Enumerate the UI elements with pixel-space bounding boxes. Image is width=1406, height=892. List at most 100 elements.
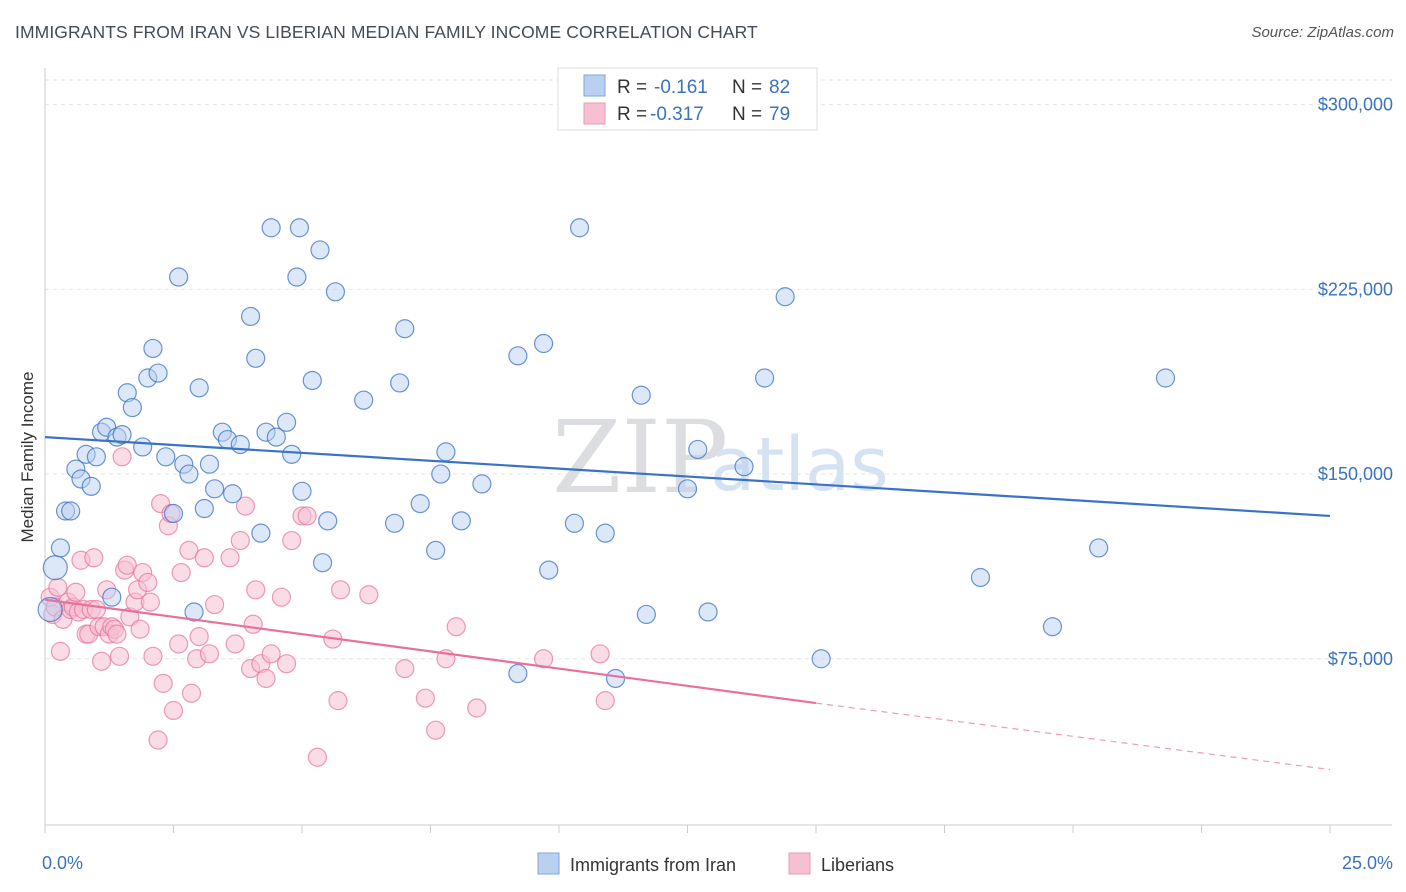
point-immigrants-from-iran [205, 479, 225, 499]
bottom-legend-swatch-pink [788, 852, 811, 875]
point-immigrants-from-iran [605, 668, 626, 689]
point-liberians [276, 654, 297, 674]
legend-r-label-pink: R = [617, 104, 647, 125]
point-liberians [199, 644, 220, 664]
trend-line-liberians [44, 598, 817, 705]
point-immigrants-from-iran [677, 479, 698, 499]
point-immigrants-from-iran [169, 267, 189, 287]
point-liberians [467, 698, 487, 718]
bottom-legend-label-blue: Immigrants from Iran [570, 855, 736, 875]
point-immigrants-from-iran [61, 501, 81, 521]
point-liberians [109, 646, 130, 666]
legend-r-label-blue: R = [617, 77, 647, 98]
point-immigrants-from-iran [1042, 617, 1063, 637]
point-immigrants-from-iran [223, 484, 243, 504]
source-credit: Source: ZipAtlas.com [1251, 24, 1394, 41]
point-liberians [205, 594, 225, 615]
point-immigrants-from-iran [261, 218, 281, 238]
point-liberians [395, 659, 415, 679]
point-liberians [107, 624, 127, 644]
point-immigrants-from-iran [508, 663, 528, 684]
legend-n-value-blue: 82 [769, 77, 790, 98]
point-immigrants-from-iran [122, 397, 142, 418]
point-liberians [246, 580, 266, 600]
point-immigrants-from-iran [636, 604, 656, 625]
point-liberians [86, 599, 107, 620]
point-immigrants-from-iran [230, 434, 250, 455]
point-immigrants-from-iran [194, 498, 214, 519]
legend-n-label-blue: N = [732, 77, 762, 98]
point-liberians [220, 548, 240, 568]
point-liberians [330, 580, 351, 600]
y-axis-title: Median Family Income [18, 371, 37, 542]
chart-title: IMMIGRANTS FROM IRAN VS LIBERIAN MEDIAN … [15, 22, 758, 42]
point-immigrants-from-iran [564, 513, 585, 533]
legend-n-label-pink: N = [732, 104, 762, 125]
point-immigrants-from-iran [189, 378, 209, 398]
point-immigrants-from-iran [179, 464, 199, 484]
point-liberians [533, 649, 554, 669]
point-liberians [243, 614, 263, 634]
point-immigrants-from-iran [410, 494, 430, 514]
point-immigrants-from-iran [811, 649, 831, 669]
point-liberians [235, 496, 256, 516]
legend-r-value-blue: -0.161 [654, 77, 708, 98]
point-immigrants-from-iran [81, 476, 101, 496]
point-immigrants-from-iran [251, 523, 271, 543]
point-immigrants-from-iran [775, 287, 795, 307]
point-liberians [225, 634, 245, 654]
point-liberians [117, 555, 137, 575]
point-immigrants-from-iran [688, 439, 708, 460]
bottom-legend-label-pink: Liberians [821, 855, 894, 875]
x-tick-labels: 0.0% 25.0% [42, 853, 1393, 873]
point-liberians [84, 548, 104, 568]
point-immigrants-from-iran [595, 523, 615, 543]
point-liberians [130, 619, 150, 639]
point-liberians [426, 720, 446, 740]
point-immigrants-from-iran [533, 333, 554, 354]
point-immigrants-from-iran [318, 511, 338, 531]
point-liberians [91, 651, 112, 671]
point-immigrants-from-iran [734, 457, 754, 477]
point-immigrants-from-iran [199, 454, 220, 474]
point-immigrants-from-iran [631, 385, 651, 405]
trend-line-liberians-extension [815, 702, 1331, 771]
grid-lines [45, 79, 1392, 660]
point-immigrants-from-iran [395, 319, 415, 339]
point-immigrants-from-iran [426, 540, 446, 560]
axes [44, 68, 1392, 833]
point-liberians [148, 730, 168, 750]
point-liberians [163, 700, 184, 721]
point-liberians [50, 641, 71, 661]
point-immigrants-from-iran [451, 511, 471, 531]
point-immigrants-from-iran [292, 481, 312, 501]
point-liberians [261, 644, 281, 664]
point-liberians [256, 668, 276, 689]
point-immigrants-from-iran [50, 538, 71, 558]
point-immigrants-from-iran [302, 370, 322, 391]
point-liberians [328, 691, 348, 711]
point-liberians [282, 530, 302, 551]
point-immigrants-from-iran [384, 513, 405, 533]
series-legend: Immigrants from Iran Liberians [537, 852, 894, 875]
point-liberians [595, 691, 615, 711]
point-immigrants-from-iran [276, 412, 297, 432]
point-immigrants-from-iran [1155, 368, 1176, 388]
point-immigrants-from-iran [970, 567, 991, 588]
watermark: ZIP atlas [552, 399, 889, 516]
point-immigrants-from-iran [354, 390, 374, 410]
point-liberians [179, 540, 199, 560]
point-liberians [138, 572, 158, 593]
point-immigrants-from-iran [156, 447, 176, 467]
point-immigrants-from-iran [37, 596, 63, 623]
point-immigrants-from-iran [163, 503, 184, 524]
trend-line-immigrants-from-iran [44, 436, 1331, 518]
point-immigrants-from-iran [569, 218, 590, 238]
point-immigrants-from-iran [42, 555, 68, 581]
point-liberians [171, 562, 191, 583]
point-liberians [359, 585, 379, 605]
trend-lines [44, 436, 1331, 771]
legend-r-value-pink: -0.317 [650, 104, 704, 125]
point-liberians [271, 587, 292, 607]
